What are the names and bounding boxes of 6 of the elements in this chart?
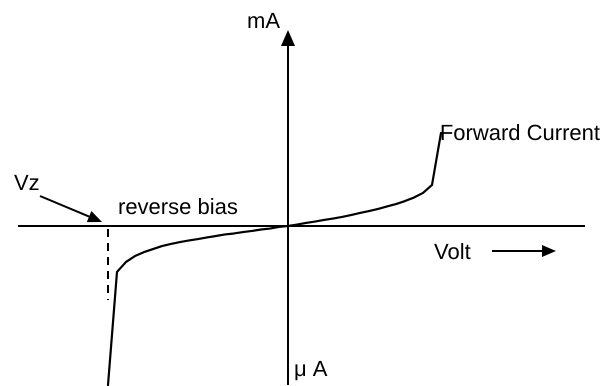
y-axis-title: mA	[247, 8, 280, 33]
x-axis-title: Volt	[434, 239, 471, 264]
text: Vz	[14, 170, 40, 195]
annotation: μ A	[294, 356, 328, 381]
annotation: Forward Current	[440, 120, 600, 145]
annotation: reverse bias	[118, 194, 238, 219]
